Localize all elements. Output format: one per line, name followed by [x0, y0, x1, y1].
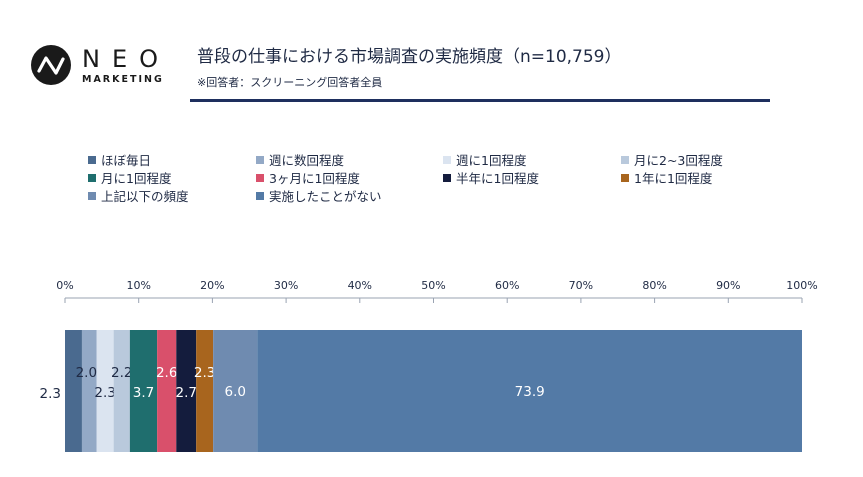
x-tick-label: 0%: [56, 279, 73, 292]
bar-segment: [213, 330, 258, 452]
x-tick-label: 40%: [348, 279, 372, 292]
x-tick-label: 30%: [274, 279, 298, 292]
data-label: 3.7: [133, 385, 154, 401]
page-subtitle: ※回答者：スクリーニング回答者全員: [197, 76, 383, 89]
data-label: 6.0: [225, 384, 246, 400]
legend-swatch: [443, 173, 451, 182]
data-label: 2.2: [111, 365, 132, 381]
legend-label: 週に1回程度: [456, 153, 527, 168]
x-tick-label: 20%: [200, 279, 224, 292]
logo-sub: MARKETING: [82, 73, 164, 85]
legend-swatch: [621, 155, 629, 164]
legend-label: 半年に1回程度: [456, 171, 539, 186]
legend-item: 3ヶ月に1回程度: [256, 168, 360, 187]
x-tick-label: 60%: [495, 279, 519, 292]
legend-label: 上記以下の頻度: [101, 189, 189, 204]
x-tick-label: 50%: [421, 279, 445, 292]
legend-swatch: [256, 173, 264, 182]
legend-item: 週に数回程度: [256, 150, 344, 169]
logo-name: NEO: [82, 44, 171, 73]
legend-item: 上記以下の頻度: [88, 186, 189, 205]
legend-swatch: [88, 155, 96, 164]
bar-segment: [65, 330, 82, 452]
legend-swatch: [88, 173, 96, 182]
data-label: 2.0: [76, 365, 97, 381]
legend-label: 月に2~3回程度: [634, 153, 723, 168]
legend-item: ほぼ毎日: [88, 150, 151, 169]
bar-segment: [81, 330, 97, 452]
x-tick-label: 70%: [569, 279, 593, 292]
legend-swatch: [256, 191, 264, 200]
data-label: 73.9: [515, 384, 545, 400]
x-tick-label: 80%: [642, 279, 666, 292]
page-title: 普段の仕事における市場調査の実施頻度（n=10,759）: [197, 47, 622, 67]
bar-segment: [129, 330, 158, 452]
legend-label: 月に1回程度: [101, 171, 172, 186]
legend-label: 実施したことがない: [269, 189, 382, 204]
legend-item: 実施したことがない: [256, 186, 382, 205]
legend-item: 月に1回程度: [88, 168, 171, 187]
legend-swatch: [621, 173, 629, 182]
data-label: 2.6: [156, 365, 177, 381]
data-label: 2.3: [40, 386, 61, 402]
legend-label: 1年に1回程度: [634, 171, 713, 186]
legend-label: ほぼ毎日: [101, 153, 152, 168]
legend-label: 3ヶ月に1回程度: [269, 171, 360, 186]
bar-segment: [113, 330, 130, 452]
legend-swatch: [256, 155, 264, 164]
legend-label: 週に数回程度: [269, 153, 345, 168]
legend-item: 半年に1回程度: [443, 168, 539, 187]
logo-pulse-icon: [31, 45, 71, 85]
neo-marketing-logo: NEO MARKETING: [30, 44, 170, 86]
data-label: 2.3: [94, 385, 115, 401]
data-label: 2.7: [175, 385, 196, 401]
bar-segment: [176, 330, 197, 452]
x-tick-label: 100%: [786, 279, 817, 292]
legend-item: 1年に1回程度: [621, 168, 712, 187]
x-tick-label: 10%: [126, 279, 150, 292]
title-divider: [190, 99, 770, 102]
bar-segment: [96, 330, 114, 452]
bar-segment: [196, 330, 214, 452]
legend-swatch: [88, 191, 96, 200]
legend-swatch: [443, 155, 451, 164]
data-label: 2.3: [194, 365, 215, 381]
bar-segment: [257, 330, 802, 452]
legend-item: 週に1回程度: [443, 150, 526, 169]
legend-item: 月に2~3回程度: [621, 150, 723, 169]
bar-segment: [157, 330, 177, 452]
x-tick-label: 90%: [716, 279, 740, 292]
